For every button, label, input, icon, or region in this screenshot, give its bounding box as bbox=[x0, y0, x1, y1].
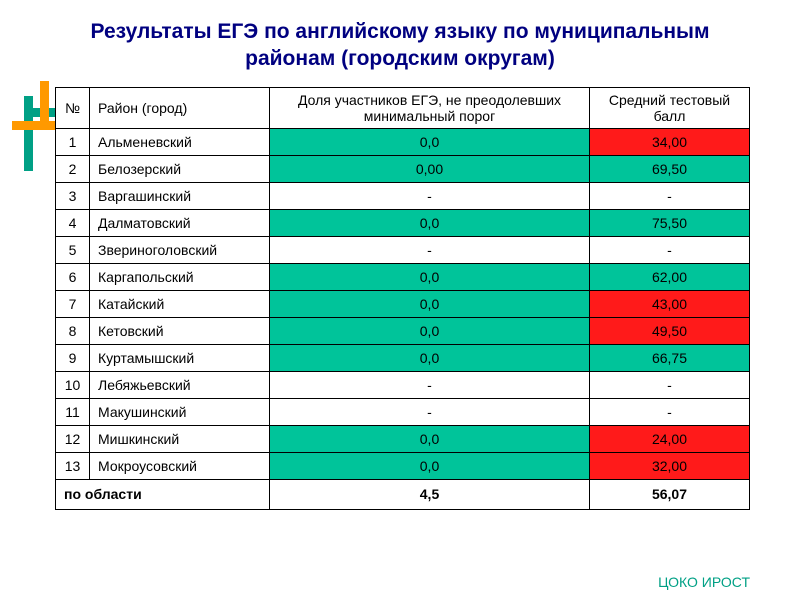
cell-num: 8 bbox=[56, 317, 90, 344]
cell-score: - bbox=[590, 182, 750, 209]
cell-name: Мокроусовский bbox=[90, 452, 270, 479]
table-row: 4Далматовский0,075,50 bbox=[56, 209, 750, 236]
cell-num: 9 bbox=[56, 344, 90, 371]
cell-num: 11 bbox=[56, 398, 90, 425]
cell-name: Каргапольский bbox=[90, 263, 270, 290]
table-row: 11Макушинский-- bbox=[56, 398, 750, 425]
cell-share: 0,0 bbox=[270, 344, 590, 371]
summary-score: 56,07 bbox=[590, 479, 750, 509]
cell-num: 12 bbox=[56, 425, 90, 452]
table-row: 1Альменевский0,034,00 bbox=[56, 128, 750, 155]
col-header-score: Средний тестовый балл bbox=[590, 87, 750, 128]
table-row: 10Лебяжьевский-- bbox=[56, 371, 750, 398]
cell-score: - bbox=[590, 398, 750, 425]
table-header-row: № Район (город) Доля участников ЕГЭ, не … bbox=[56, 87, 750, 128]
cell-share: 0,0 bbox=[270, 263, 590, 290]
table-row: 2Белозерский0,0069,50 bbox=[56, 155, 750, 182]
cell-name: Альменевский bbox=[90, 128, 270, 155]
cell-score: 24,00 bbox=[590, 425, 750, 452]
results-table: № Район (город) Доля участников ЕГЭ, не … bbox=[55, 87, 750, 510]
cell-score: 32,00 bbox=[590, 452, 750, 479]
cell-share: - bbox=[270, 182, 590, 209]
cell-score: 75,50 bbox=[590, 209, 750, 236]
cell-share: - bbox=[270, 236, 590, 263]
cell-share: 0,0 bbox=[270, 425, 590, 452]
table-summary-row: по области4,556,07 bbox=[56, 479, 750, 509]
cell-share: - bbox=[270, 371, 590, 398]
cell-score: 62,00 bbox=[590, 263, 750, 290]
col-header-num: № bbox=[56, 87, 90, 128]
cell-name: Далматовский bbox=[90, 209, 270, 236]
summary-name: по области bbox=[56, 479, 270, 509]
cell-name: Звериноголовский bbox=[90, 236, 270, 263]
cell-num: 6 bbox=[56, 263, 90, 290]
cell-num: 7 bbox=[56, 290, 90, 317]
cell-share: 0,0 bbox=[270, 209, 590, 236]
cell-share: 0,0 bbox=[270, 290, 590, 317]
table-row: 12Мишкинский0,024,00 bbox=[56, 425, 750, 452]
table-row: 5Звериноголовский-- bbox=[56, 236, 750, 263]
cell-name: Кетовский bbox=[90, 317, 270, 344]
cell-name: Макушинский bbox=[90, 398, 270, 425]
cell-name: Куртамышский bbox=[90, 344, 270, 371]
cell-score: 34,00 bbox=[590, 128, 750, 155]
cell-name: Мишкинский bbox=[90, 425, 270, 452]
cell-share: - bbox=[270, 398, 590, 425]
cell-num: 10 bbox=[56, 371, 90, 398]
cell-name: Лебяжьевский bbox=[90, 371, 270, 398]
table-row: 3Варгашинский-- bbox=[56, 182, 750, 209]
summary-share: 4,5 bbox=[270, 479, 590, 509]
col-header-share: Доля участников ЕГЭ, не преодолевших мин… bbox=[270, 87, 590, 128]
cell-num: 1 bbox=[56, 128, 90, 155]
cell-name: Белозерский bbox=[90, 155, 270, 182]
cell-name: Катайский bbox=[90, 290, 270, 317]
cell-num: 4 bbox=[56, 209, 90, 236]
table-row: 8Кетовский0,049,50 bbox=[56, 317, 750, 344]
cell-num: 2 bbox=[56, 155, 90, 182]
cell-share: 0,00 bbox=[270, 155, 590, 182]
cell-score: 66,75 bbox=[590, 344, 750, 371]
cell-num: 13 bbox=[56, 452, 90, 479]
cell-name: Варгашинский bbox=[90, 182, 270, 209]
col-header-name: Район (город) bbox=[90, 87, 270, 128]
cell-score: - bbox=[590, 371, 750, 398]
table-row: 13Мокроусовский0,032,00 bbox=[56, 452, 750, 479]
cell-score: 49,50 bbox=[590, 317, 750, 344]
page-title: Результаты ЕГЭ по английскому языку по м… bbox=[50, 18, 750, 73]
table-row: 9Куртамышский0,066,75 bbox=[56, 344, 750, 371]
table-row: 6Каргапольский0,062,00 bbox=[56, 263, 750, 290]
cell-score: - bbox=[590, 236, 750, 263]
cell-num: 5 bbox=[56, 236, 90, 263]
cell-score: 43,00 bbox=[590, 290, 750, 317]
cell-share: 0,0 bbox=[270, 128, 590, 155]
table-row: 7Катайский0,043,00 bbox=[56, 290, 750, 317]
cell-share: 0,0 bbox=[270, 452, 590, 479]
cell-share: 0,0 bbox=[270, 317, 590, 344]
cell-num: 3 bbox=[56, 182, 90, 209]
cell-score: 69,50 bbox=[590, 155, 750, 182]
footer-label: ЦОКО ИРОСТ bbox=[658, 574, 750, 590]
